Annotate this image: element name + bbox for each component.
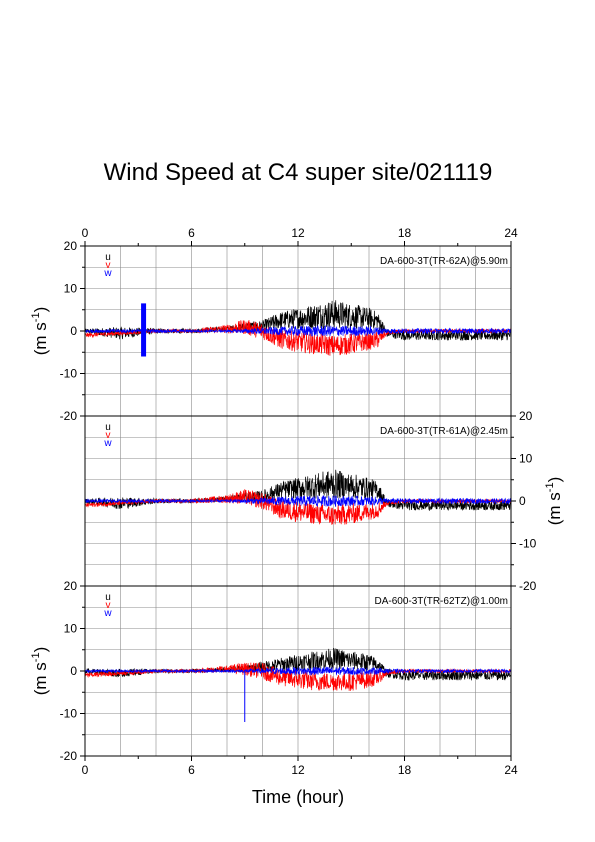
legend-w-middle: w: [103, 438, 112, 449]
xtick-label-bottom: 6: [188, 763, 195, 777]
xtick-label-bottom: 18: [398, 763, 412, 777]
xtick-label-top: 12: [291, 226, 305, 240]
ytick-label-middle: 20: [519, 409, 533, 423]
ytick-label-bottom: 10: [64, 622, 78, 636]
ytick-label-bottom: 0: [70, 664, 77, 678]
xtick-label-top: 24: [504, 226, 518, 240]
station-label-bottom: DA-600-3T(TR-62TZ)@1.00m: [374, 596, 508, 607]
xtick-label-top: 6: [188, 226, 195, 240]
series-w-middle: [84, 495, 512, 508]
legend-u-top: u: [105, 252, 111, 263]
ytick-label-bottom: 20: [64, 579, 78, 593]
legend-u-bottom: u: [105, 592, 111, 603]
ytick-label-middle: 10: [519, 452, 533, 466]
xtick-label-bottom: 0: [82, 763, 89, 777]
legend-v-top: v: [106, 260, 111, 271]
panel-bottom: DA-600-3T(TR-62TZ)@1.00m uvw 20 10 0 -10 -20 (m…: [30, 579, 518, 777]
series-v-middle: [84, 489, 512, 525]
ytick-label-top: 0: [70, 324, 77, 338]
station-label-top: DA-600-3T(TR-62A)@5.90m: [380, 256, 508, 267]
ytick-label-middle: 0: [519, 494, 526, 508]
legend-w-bottom: w: [103, 608, 112, 619]
station-label-middle: DA-600-3T(TR-61A)@2.45m: [380, 426, 508, 437]
ytick-label-top: -10: [60, 367, 78, 381]
xtick-label-top: 0: [82, 226, 89, 240]
series-w-bottom: [84, 666, 512, 676]
x-axis-label: Time (hour): [252, 787, 344, 807]
y-axis-label-top: (m s-1): [30, 307, 50, 356]
ytick-label-top: 10: [64, 282, 78, 296]
ytick-label-middle: -10: [519, 537, 537, 551]
legend-v-bottom: v: [106, 600, 111, 611]
y-axis-label-bottom: (m s-1): [30, 647, 50, 696]
legend-w-top: w: [103, 268, 112, 279]
chart-title: Wind Speed at C4 super site/021119: [104, 159, 493, 186]
panel-top: DA-600-3T(TR-62A)@5.90m uvw 20 10 0 -10 -20 (m …: [30, 226, 518, 423]
xtick-label-top: 18: [398, 226, 412, 240]
ytick-label-bottom: -20: [60, 749, 78, 763]
legend-v-middle: v: [106, 430, 111, 441]
ytick-label-top: -20: [60, 409, 78, 423]
xtick-label-bottom: 24: [504, 763, 518, 777]
xtick-label-bottom: 12: [291, 763, 305, 777]
series-w-top: [84, 325, 512, 337]
series-u-middle: [84, 469, 512, 512]
y-axis-label-middle: (m s-1): [544, 477, 564, 526]
ytick-label-top: 20: [64, 239, 78, 253]
grid-top: [85, 246, 511, 416]
panel-middle: DA-600-3T(TR-61A)@2.45m uvw 20 10 0 -10 -20 (m …: [84, 409, 564, 593]
ytick-label-bottom: -10: [60, 707, 78, 721]
chart-panels: DA-600-3T(TR-62A)@5.90muvw20100-10-20(m …: [30, 226, 564, 777]
ytick-label-middle: -20: [519, 579, 537, 593]
legend-u-middle: u: [105, 422, 111, 433]
